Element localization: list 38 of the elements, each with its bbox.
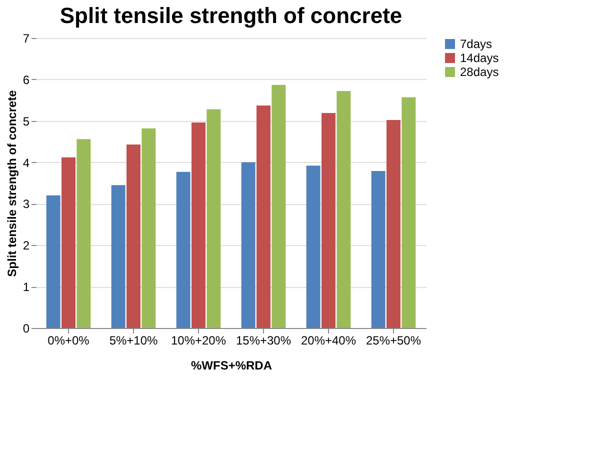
bar xyxy=(76,139,91,328)
x-tick-label: 10%+20% xyxy=(170,334,226,348)
legend-label: 14days xyxy=(460,51,499,65)
bar xyxy=(46,195,60,328)
legend-label: 7days xyxy=(460,37,492,51)
bar xyxy=(322,112,336,328)
y-tick-label: 5 xyxy=(22,114,30,128)
y-tick-label: 2 xyxy=(22,238,30,253)
y-tick-label: 4 xyxy=(22,156,30,170)
bar xyxy=(142,128,156,328)
y-tick-label: 7 xyxy=(22,32,30,46)
bar xyxy=(62,157,76,328)
legend-label: 28days xyxy=(460,65,499,79)
bar xyxy=(206,109,221,328)
bar xyxy=(336,91,351,328)
x-tick-label: 5%+10% xyxy=(109,334,158,348)
y-tick-label: 6 xyxy=(22,72,30,87)
y-tick-label: 0 xyxy=(22,322,30,336)
y-axis-title: Split tensile strength of concrete xyxy=(4,90,19,277)
bar xyxy=(256,106,270,328)
y-tick-label: 1 xyxy=(22,280,30,294)
bar xyxy=(272,84,286,328)
bar xyxy=(241,162,256,328)
y-tick-label: 3 xyxy=(22,197,30,212)
bar xyxy=(111,185,126,328)
bar xyxy=(306,166,320,328)
bar xyxy=(192,122,206,328)
bar xyxy=(126,144,140,328)
chart-title: Split tensile strength of concrete xyxy=(60,3,402,28)
x-axis-title: %WFS+%RDA xyxy=(190,358,272,372)
x-tick-label: 20%+40% xyxy=(300,334,356,348)
x-tick-label: 25%+50% xyxy=(366,334,422,348)
bar xyxy=(386,120,400,328)
bar xyxy=(371,170,386,328)
x-tick-label: 15%+30% xyxy=(236,334,292,348)
bar xyxy=(176,172,190,328)
x-tick-label: 0%+0% xyxy=(48,334,90,348)
bar xyxy=(402,97,416,328)
